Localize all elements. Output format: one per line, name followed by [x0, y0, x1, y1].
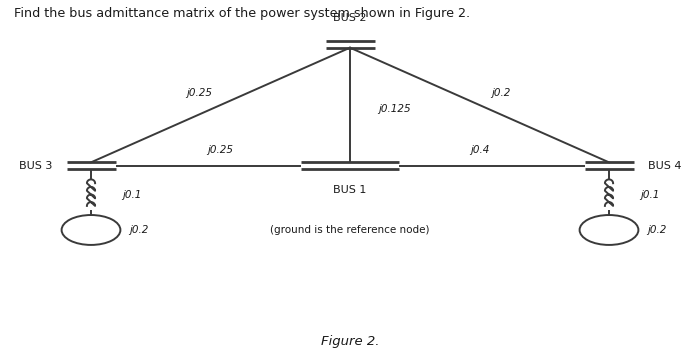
- Text: j0.125: j0.125: [378, 104, 411, 114]
- Text: BUS 1: BUS 1: [333, 185, 367, 195]
- Text: j0.4: j0.4: [470, 145, 489, 155]
- Text: j0.1: j0.1: [122, 189, 142, 200]
- Text: Figure 2.: Figure 2.: [321, 335, 379, 348]
- Text: BUS 3: BUS 3: [19, 161, 52, 171]
- Text: j0.25: j0.25: [207, 145, 234, 155]
- Text: (ground is the reference node): (ground is the reference node): [270, 225, 430, 235]
- Text: j0.2: j0.2: [129, 225, 148, 235]
- Text: BUS 2: BUS 2: [333, 13, 367, 23]
- Text: BUS 4: BUS 4: [648, 161, 681, 171]
- Text: Find the bus admittance matrix of the power system shown in Figure 2.: Find the bus admittance matrix of the po…: [14, 7, 470, 20]
- Text: j0.25: j0.25: [186, 88, 213, 98]
- Text: j0.2: j0.2: [647, 225, 666, 235]
- Text: j0.2: j0.2: [491, 88, 510, 98]
- Text: j0.1: j0.1: [640, 189, 660, 200]
